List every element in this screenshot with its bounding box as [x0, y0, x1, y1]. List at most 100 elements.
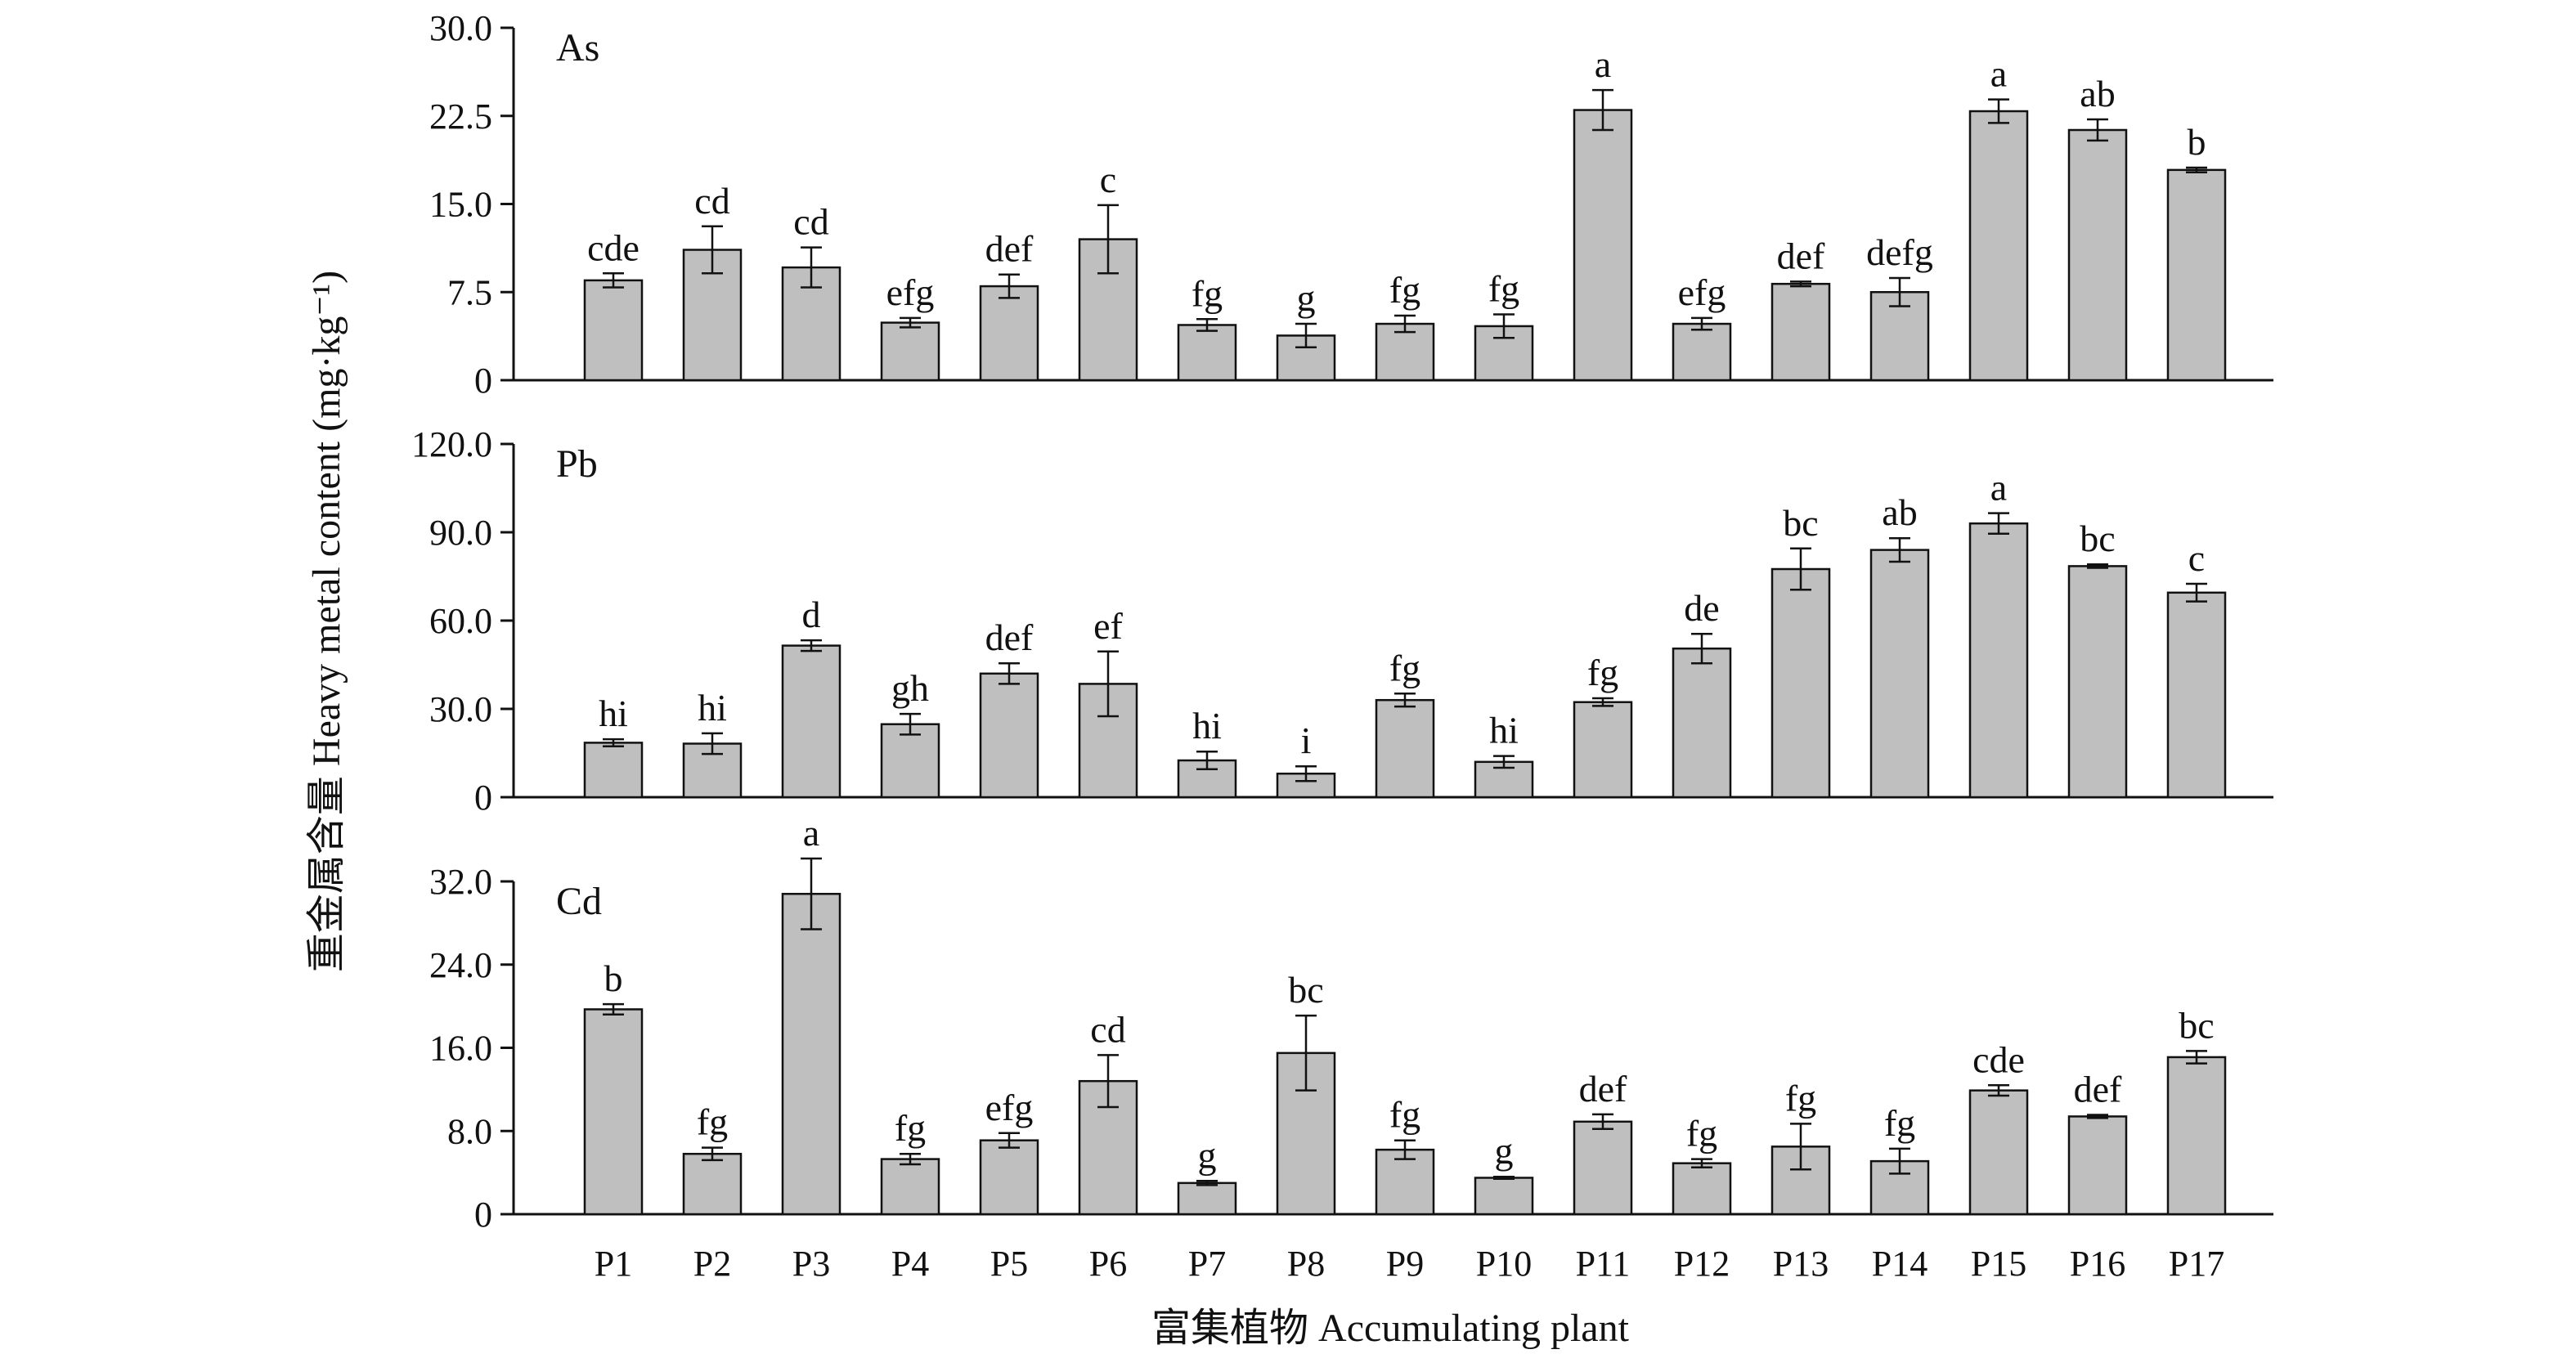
- significance-label: c: [1100, 159, 1116, 200]
- significance-label: fg: [1192, 272, 1223, 314]
- significance-label: cd: [1090, 1008, 1125, 1050]
- bar: [880, 321, 940, 382]
- y-axis-title-text: 重金属含量 Heavy metal content (mg·kg⁻¹): [305, 271, 348, 972]
- significance-label: b: [604, 957, 623, 999]
- significance-label: def: [1777, 235, 1825, 276]
- significance-label: fg: [1389, 647, 1420, 688]
- significance-label: fg: [697, 1101, 728, 1143]
- bar: [1078, 238, 1138, 382]
- x-tick-label: P10: [1476, 1244, 1532, 1284]
- x-tick-label: P5: [990, 1244, 1028, 1284]
- x-tick-label: P15: [1971, 1244, 2026, 1284]
- significance-label: fg: [1686, 1113, 1717, 1155]
- bar: [1968, 1089, 2029, 1216]
- significance-label: fg: [1389, 269, 1420, 311]
- significance-label: def: [985, 228, 1034, 270]
- bar: [583, 742, 644, 799]
- x-tick-label: P16: [2070, 1244, 2125, 1284]
- bar: [781, 893, 841, 1216]
- significance-label: g: [1297, 277, 1316, 319]
- significance-label: bc: [2080, 518, 2115, 559]
- panel-label: Pb: [556, 442, 598, 486]
- significance-label: b: [2188, 121, 2206, 163]
- y-tick-label: 90.0: [429, 513, 492, 553]
- bar: [1573, 1120, 1633, 1216]
- bar: [1770, 567, 1831, 799]
- significance-label: efg: [985, 1087, 1034, 1128]
- x-tick-label: P7: [1188, 1244, 1226, 1284]
- significance-label: ab: [2080, 73, 2115, 114]
- bar: [1474, 1177, 1534, 1216]
- significance-label: g: [1198, 1134, 1217, 1176]
- y-tick-label: 32.0: [429, 862, 492, 902]
- bar: [781, 644, 841, 799]
- bar: [1573, 701, 1633, 799]
- significance-label: hi: [1489, 710, 1519, 751]
- significance-label: cd: [694, 180, 729, 222]
- significance-label: fg: [1587, 652, 1618, 693]
- bar: [1968, 110, 2029, 382]
- significance-label: hi: [698, 687, 727, 729]
- bar: [583, 1008, 644, 1216]
- significance-label: gh: [891, 667, 929, 709]
- significance-label: cd: [793, 201, 828, 243]
- significance-label: bc: [1288, 969, 1323, 1011]
- y-tick-label: 22.5: [429, 96, 492, 137]
- significance-label: efg: [1678, 271, 1726, 313]
- significance-label: ab: [1882, 491, 1917, 533]
- y-tick-label: 120.0: [411, 424, 492, 464]
- bar: [2166, 591, 2227, 799]
- significance-label: hi: [599, 693, 628, 734]
- significance-label: defg: [1866, 231, 1933, 273]
- significance-label: bc: [1783, 502, 1818, 544]
- x-tick-label: P14: [1872, 1244, 1928, 1284]
- significance-label: c: [2188, 537, 2205, 579]
- panel-as: 0 7.5 15.0 22.5 30.0 As cde cd cd efg def c fg g fg fg a…: [429, 8, 2273, 401]
- significance-label: a: [1990, 467, 2007, 509]
- panel-label: Cd: [556, 880, 602, 923]
- panel-pb: 0 30.0 60.0 90.0 120.0 Pb hi hi d gh def ef hi i fg hi f…: [411, 424, 2273, 818]
- bar: [979, 672, 1039, 799]
- y-tick-label: 15.0: [429, 185, 492, 225]
- significance-label: efg: [886, 271, 935, 313]
- significance-label: def: [1579, 1068, 1627, 1110]
- significance-label: bc: [2179, 1004, 2214, 1046]
- y-tick-label: 30.0: [429, 689, 492, 729]
- significance-label: a: [1990, 53, 2007, 95]
- bar: [979, 1139, 1039, 1216]
- significance-label: def: [985, 616, 1034, 658]
- y-tick-label: 60.0: [429, 601, 492, 641]
- bar: [979, 285, 1039, 382]
- significance-label: ef: [1093, 605, 1123, 647]
- bar: [682, 1152, 743, 1216]
- bar: [1770, 282, 1831, 382]
- significance-label: fg: [1488, 268, 1519, 310]
- bar: [1672, 322, 1732, 382]
- significance-label: cde: [587, 226, 640, 268]
- significance-label: d: [802, 594, 821, 635]
- significance-label: g: [1495, 1130, 1514, 1172]
- bar: [583, 279, 644, 382]
- y-axis-title: 重金属含量 Heavy metal content (mg·kg⁻¹): [305, 271, 348, 972]
- significance-label: cde: [1972, 1038, 2025, 1080]
- significance-label: def: [2074, 1069, 2122, 1110]
- bar: [2166, 1056, 2227, 1216]
- y-tick-label: 0: [474, 778, 492, 818]
- x-tick-label: P9: [1386, 1244, 1424, 1284]
- x-tick-label: P13: [1773, 1244, 1829, 1284]
- x-tick-label: P2: [693, 1244, 731, 1284]
- bar: [1869, 549, 1930, 799]
- x-tick-label: P4: [891, 1244, 929, 1284]
- bar: [1672, 647, 1732, 799]
- panel-label: As: [556, 26, 599, 69]
- bar: [1375, 698, 1435, 799]
- x-tick-label: P6: [1089, 1244, 1127, 1284]
- bar: [2067, 1115, 2128, 1216]
- significance-label: a: [1595, 43, 1611, 85]
- x-tick-label: P11: [1576, 1244, 1631, 1284]
- y-tick-label: 0: [474, 1195, 492, 1235]
- bar: [2166, 168, 2227, 382]
- x-tick-label: P12: [1674, 1244, 1730, 1284]
